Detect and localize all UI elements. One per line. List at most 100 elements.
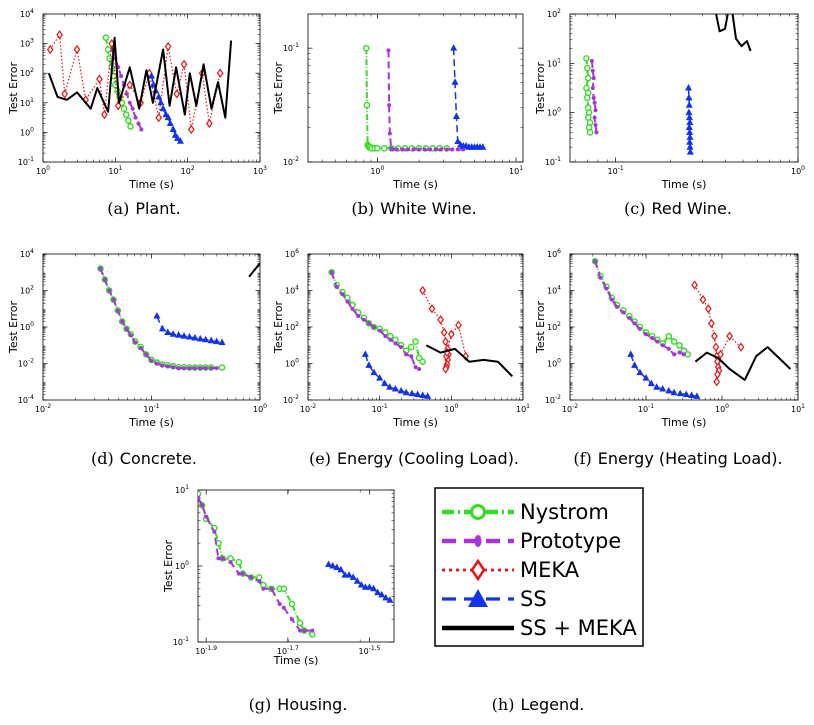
prototype-point bbox=[115, 308, 120, 313]
prototype-point bbox=[345, 299, 350, 304]
ss-point bbox=[653, 383, 661, 390]
legend-label-nystrom: Nystrom bbox=[520, 500, 609, 524]
x-axis-label: Time (s) bbox=[661, 178, 707, 191]
prototype-point bbox=[594, 130, 599, 135]
ss-point bbox=[670, 388, 678, 396]
prototype-point bbox=[236, 571, 241, 576]
nystrom-point bbox=[288, 600, 296, 608]
meka-point bbox=[155, 112, 163, 123]
ss-point bbox=[450, 44, 458, 51]
legend-item-ss: SS bbox=[442, 587, 547, 611]
caption-h: (h) Legend. bbox=[492, 695, 585, 714]
minor-ticks-g bbox=[198, 490, 394, 642]
nystrom-point bbox=[583, 55, 590, 62]
prototype-point bbox=[98, 266, 103, 271]
ss-point bbox=[452, 112, 460, 119]
prototype-series-line bbox=[594, 260, 685, 356]
prototype-point bbox=[249, 575, 254, 580]
legend-label-ss: SS bbox=[520, 587, 547, 611]
y-axis-label: Test Error bbox=[7, 62, 20, 115]
ss-point bbox=[175, 331, 183, 338]
meka-point bbox=[126, 80, 134, 90]
caption-a: (a) Plant. bbox=[107, 199, 180, 218]
meka-point bbox=[173, 89, 181, 99]
prototype-point bbox=[450, 147, 455, 152]
meka-point bbox=[61, 89, 69, 99]
prototype-point bbox=[666, 346, 671, 351]
nystrom-point bbox=[125, 117, 132, 124]
caption-d: (d) Concrete. bbox=[91, 449, 197, 468]
xtick-label: 100 bbox=[36, 165, 50, 176]
legend-box bbox=[434, 487, 644, 647]
prototype-point bbox=[417, 366, 422, 371]
prototype-point bbox=[591, 95, 596, 100]
nystrom-point bbox=[120, 105, 128, 113]
ss-point bbox=[665, 386, 673, 394]
y-axis-label: Test Error bbox=[272, 62, 285, 115]
prototype-point bbox=[149, 358, 154, 363]
prototype-point bbox=[198, 366, 203, 371]
prototype-point bbox=[107, 288, 112, 293]
prototype-point bbox=[200, 503, 205, 508]
meka-point bbox=[691, 280, 698, 290]
nystrom-series-line bbox=[99, 268, 222, 369]
ytick-label: 10-2 bbox=[283, 156, 299, 167]
meka-point bbox=[180, 59, 188, 69]
meka-point bbox=[96, 74, 103, 84]
prototype-point bbox=[130, 106, 135, 111]
prototype-point bbox=[334, 284, 339, 289]
nystrom-point bbox=[407, 343, 415, 351]
prototype-point bbox=[387, 103, 392, 108]
ss-point bbox=[365, 361, 373, 368]
prototype-point bbox=[383, 334, 388, 339]
nystrom-point bbox=[374, 145, 381, 152]
nystrom-point bbox=[665, 332, 673, 340]
nystrom-point bbox=[127, 123, 134, 130]
prototype-point bbox=[409, 354, 414, 359]
ytick-label: 100 bbox=[20, 126, 34, 137]
ss-point bbox=[685, 108, 693, 116]
xtick-label: 101 bbox=[108, 165, 122, 176]
prototype-point bbox=[371, 325, 376, 329]
prototype-point bbox=[621, 310, 626, 315]
legend-label-meka: MEKA bbox=[520, 558, 580, 582]
ss-point bbox=[391, 385, 399, 392]
x-axis-label: Time (s) bbox=[128, 416, 174, 429]
nystrom-point bbox=[419, 358, 426, 365]
meka-point bbox=[187, 124, 195, 135]
prototype-point bbox=[124, 91, 129, 96]
ytick-label: 104 bbox=[20, 8, 34, 19]
caption-e: (e) Energy (Cooling Load). bbox=[309, 449, 519, 468]
nystrom-point bbox=[122, 111, 130, 118]
ytick-label: 104 bbox=[20, 248, 34, 259]
prototype-point bbox=[593, 108, 598, 113]
prototype-point bbox=[171, 365, 176, 370]
meka-point bbox=[711, 331, 718, 341]
ss-point bbox=[627, 350, 635, 357]
minor-ticks-a bbox=[43, 14, 260, 162]
prototype-point bbox=[650, 335, 655, 340]
series-group-c bbox=[583, 14, 752, 155]
prototype-point bbox=[257, 579, 262, 584]
ss-point bbox=[169, 125, 177, 132]
ss-point bbox=[218, 338, 226, 346]
ss-point bbox=[345, 571, 353, 578]
legend-item-nystrom: Nystrom bbox=[442, 500, 609, 524]
ss-point bbox=[386, 596, 394, 603]
ss-point bbox=[402, 388, 410, 396]
prototype-point bbox=[204, 514, 209, 519]
ss-point bbox=[374, 588, 382, 596]
minor-ticks-c bbox=[570, 14, 798, 162]
xtick-label: 103 bbox=[253, 165, 267, 176]
meka-point bbox=[440, 327, 448, 338]
prototype-point bbox=[119, 74, 124, 79]
xtick-label: 10-1.5 bbox=[359, 645, 381, 656]
ss-point bbox=[329, 561, 337, 569]
nystrom-point bbox=[102, 34, 110, 41]
ss-point bbox=[157, 98, 165, 106]
x-axis-label: Time (s) bbox=[128, 178, 174, 191]
prototype-point bbox=[411, 147, 416, 152]
nystrom-point bbox=[363, 101, 371, 109]
